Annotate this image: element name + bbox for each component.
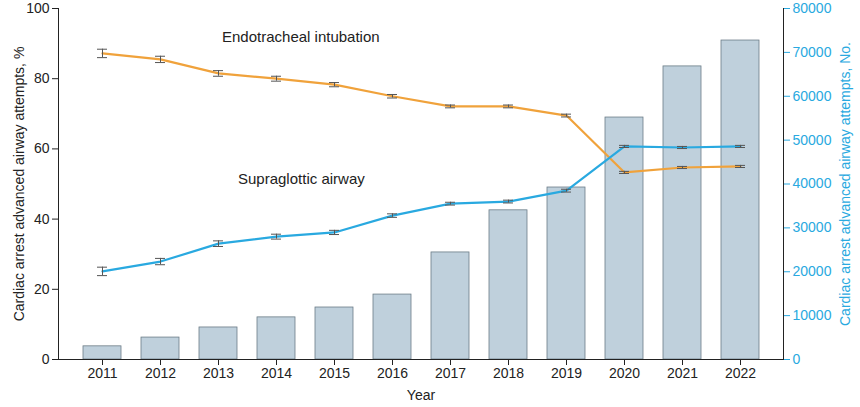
- svg-text:2012: 2012: [145, 365, 176, 381]
- html-text:Supraglottic airway: Supraglottic airway: [238, 170, 365, 187]
- svg-text:2013: 2013: [203, 365, 234, 381]
- svg-text:20000: 20000: [793, 263, 832, 279]
- svg-text:100: 100: [26, 0, 50, 16]
- svg-text:40000: 40000: [793, 175, 832, 191]
- svg-text:2021: 2021: [667, 365, 698, 381]
- svg-text:2020: 2020: [609, 365, 640, 381]
- svg-text:70000: 70000: [793, 44, 832, 60]
- svg-text:2017: 2017: [435, 365, 466, 381]
- svg-text:80: 80: [34, 70, 50, 86]
- svg-text:60000: 60000: [793, 88, 832, 104]
- svg-text:50000: 50000: [793, 132, 832, 148]
- svg-text:0: 0: [42, 351, 50, 367]
- svg-text:Year: Year: [407, 387, 436, 403]
- svg-text:30000: 30000: [793, 219, 832, 235]
- svg-text:60: 60: [34, 140, 50, 156]
- svg-text:20: 20: [34, 281, 50, 297]
- svg-text:80000: 80000: [793, 0, 832, 16]
- svg-text:Cardiac arrest advanced airway: Cardiac arrest advanced airway attempts,…: [837, 42, 853, 326]
- svg-text:2019: 2019: [551, 365, 582, 381]
- html-text:Endotracheal intubation: Endotracheal intubation: [222, 28, 380, 45]
- svg-text:2014: 2014: [261, 365, 292, 381]
- svg-text:2015: 2015: [319, 365, 350, 381]
- svg-text:Cardiac arrest advanced airway: Cardiac arrest advanced airway attempts,…: [11, 47, 27, 322]
- svg-text:2022: 2022: [725, 365, 756, 381]
- svg-text:2018: 2018: [493, 365, 524, 381]
- svg-text:2011: 2011: [87, 365, 117, 381]
- svg-text:2016: 2016: [377, 365, 408, 381]
- svg-text:10000: 10000: [793, 307, 832, 323]
- svg-text:0: 0: [793, 351, 801, 367]
- svg-text:40: 40: [34, 211, 50, 227]
